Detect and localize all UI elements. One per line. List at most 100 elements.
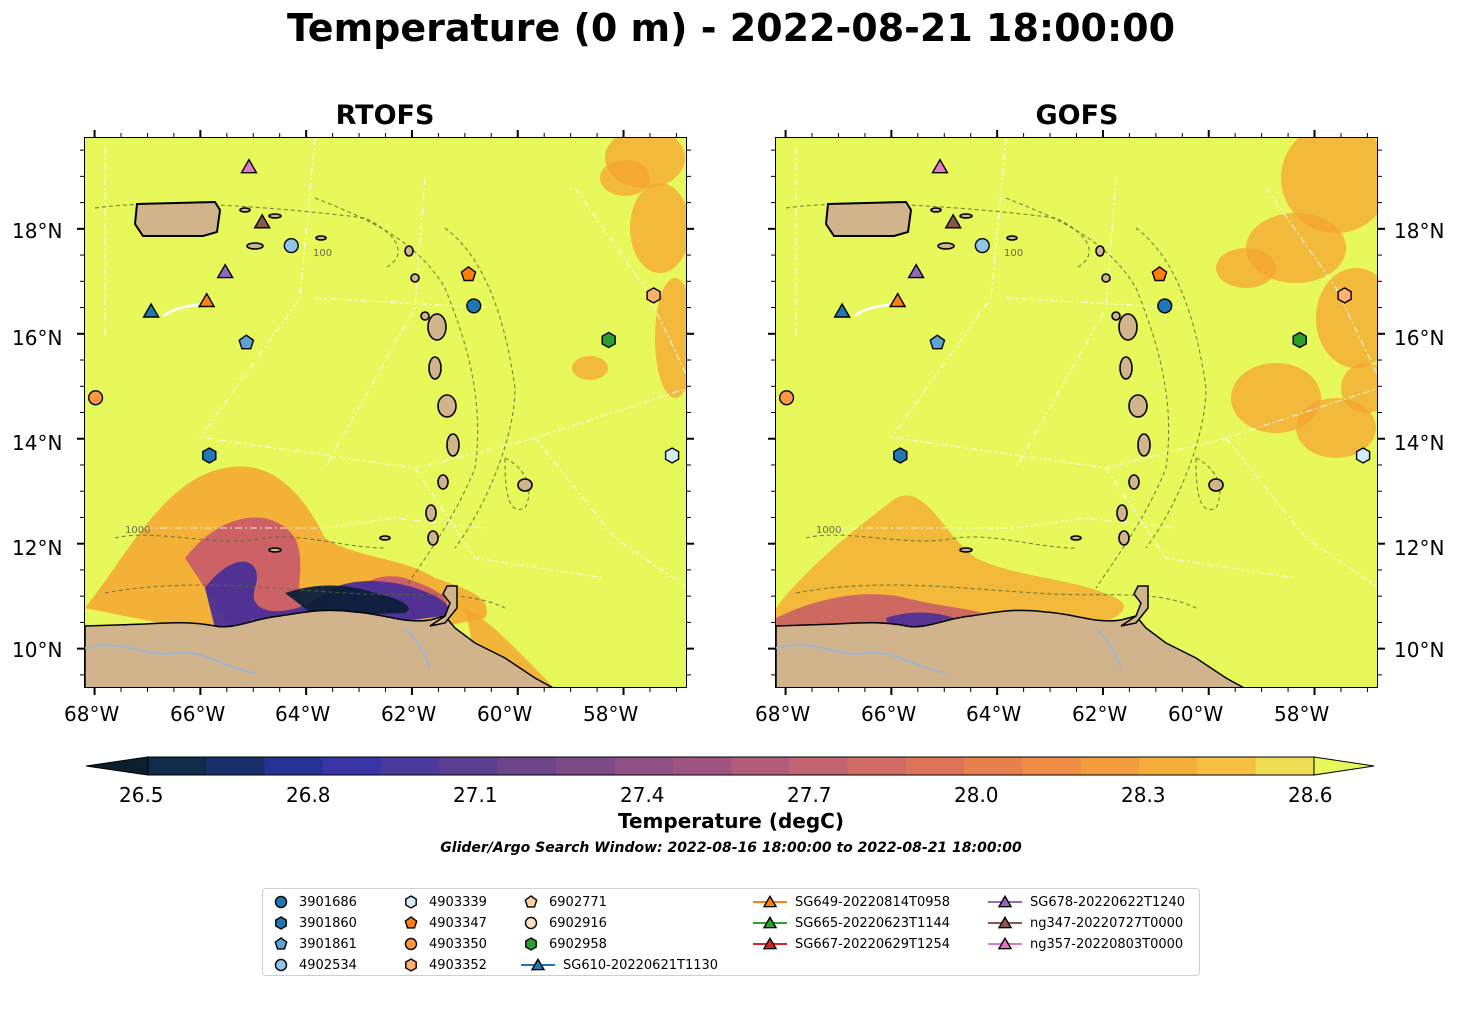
- bathymetry-contour: [1135, 227, 1207, 549]
- warm-anomaly: [1341, 363, 1377, 413]
- river: [776, 644, 947, 674]
- lat-tick-label: 14°N: [12, 431, 63, 455]
- legend-item: 4902534: [271, 956, 357, 974]
- island-trinidad: [429, 585, 458, 627]
- platform-marker-ng347-20220727T0000: [253, 213, 271, 229]
- legend-marker-pentagon: [404, 916, 418, 929]
- lon-tick-label: 62°W: [1072, 702, 1128, 726]
- legend-marker-icon: [521, 957, 555, 971]
- legend-marker-icon: [753, 915, 787, 929]
- colorbar-segment: [381, 757, 440, 775]
- figure-title: Temperature (0 m) - 2022-08-21 18:00:00: [286, 6, 1176, 50]
- legend-marker-circle: [274, 895, 288, 909]
- legend-item: 6902958: [521, 935, 607, 953]
- island: [930, 207, 942, 213]
- colorbar-tick-label: 27.1: [453, 783, 498, 807]
- bathymetry-label: 100: [313, 248, 332, 259]
- map-panel-rtofs[interactable]: 10010001000: [84, 137, 687, 688]
- island: [427, 313, 447, 341]
- eez-boundary: [314, 297, 496, 309]
- colorbar-outline: [147, 756, 1315, 776]
- legend-marker-triangle: [997, 936, 1013, 950]
- legend: 3901686 3901860 3901861 4902534 4903339 49033…: [262, 888, 1200, 976]
- island: [1137, 433, 1151, 457]
- legend-marker-hexagon: [405, 958, 417, 972]
- legend-marker-icon: [753, 936, 787, 950]
- warm-anomaly: [1296, 398, 1376, 458]
- lon-tick-label: 64°W: [275, 702, 331, 726]
- legend-label: 4903350: [429, 936, 487, 952]
- legend-item: 4903350: [401, 935, 487, 953]
- lat-tick-label: 16°N: [1394, 326, 1445, 350]
- island: [937, 242, 955, 250]
- eez-boundary: [324, 177, 426, 469]
- gofs-map-svg: 10010001000: [776, 138, 1377, 687]
- platform-marker-3901861: [238, 334, 255, 350]
- eez-boundary: [204, 388, 686, 469]
- legend-marker-pentagon: [274, 937, 288, 950]
- island: [437, 394, 457, 418]
- legend-item: SG649-20220814T0958: [753, 893, 950, 911]
- island: [239, 207, 251, 213]
- legend-item: 3901686: [271, 893, 357, 911]
- legend-label: SG678-20220622T1240: [1030, 894, 1186, 910]
- island: [1119, 356, 1133, 380]
- eez-boundary: [145, 517, 486, 529]
- legend-marker-hexagon: [525, 937, 537, 951]
- platform-marker-4902534: [283, 237, 299, 254]
- eez-boundary: [414, 467, 606, 579]
- platform-marker-SG610-20220621T1130: [142, 302, 160, 318]
- eez-boundary: [199, 138, 316, 439]
- island: [1208, 478, 1224, 492]
- lat-tick-label: 16°N: [12, 326, 63, 350]
- warm-anomaly: [1231, 363, 1321, 433]
- panel-title-rtofs: RTOFS: [335, 100, 435, 131]
- colorbar-segment: [1255, 757, 1315, 775]
- legend-marker-icon: [274, 895, 288, 909]
- legend-label: SG610-20220621T1130: [563, 957, 719, 973]
- lon-tick-label: 68°W: [755, 702, 811, 726]
- island: [959, 213, 973, 219]
- platform-marker-SG610-20220621T1130: [833, 302, 851, 318]
- lon-tick-label: 58°W: [583, 702, 639, 726]
- legend-marker-icon: [988, 894, 1022, 908]
- platform-marker-6902958: [601, 331, 616, 349]
- lon-tick-label: 58°W: [1274, 702, 1330, 726]
- legend-marker-icon: [525, 937, 537, 951]
- island: [517, 478, 533, 492]
- colorbar-segment: [322, 757, 382, 775]
- legend-label: 6902916: [549, 915, 607, 931]
- platform-marker-6902958: [1292, 331, 1307, 349]
- map-panel-gofs[interactable]: 10010001000: [775, 137, 1378, 688]
- legend-label: SG665-20220623T1144: [795, 915, 951, 931]
- legend-item: SG678-20220622T1240: [988, 893, 1185, 911]
- island: [425, 504, 437, 522]
- colorbar-segment: [789, 757, 849, 775]
- platform-marker-4903347: [460, 266, 477, 282]
- legend-label: 4903352: [429, 957, 487, 973]
- rtofs-map-svg: 10010001000: [85, 138, 686, 687]
- legend-label: 6902771: [549, 894, 607, 910]
- legend-label: 6902958: [549, 936, 607, 952]
- legend-marker-icon: [274, 937, 288, 950]
- legend-marker-icon: [404, 916, 418, 929]
- lon-tick-label: 66°W: [861, 702, 917, 726]
- lon-tick-label: 64°W: [966, 702, 1022, 726]
- colorbar-tick-label: 28.3: [1121, 783, 1166, 807]
- bathymetry-contour: [444, 227, 516, 549]
- legend-marker-icon: [524, 916, 538, 930]
- legend-label: 4903339: [429, 894, 487, 910]
- colorbar-segment: [614, 757, 674, 775]
- lon-tick-label: 66°W: [170, 702, 226, 726]
- colorbar-extend-high: [1313, 756, 1375, 776]
- lon-tick-label: 60°W: [477, 702, 533, 726]
- platform-marker-3901861: [929, 334, 946, 350]
- lat-tick-label: 12°N: [1394, 536, 1445, 560]
- island: [404, 245, 414, 257]
- colorbar-tick-label: 27.4: [620, 783, 665, 807]
- bathymetry-contour: [1005, 197, 1170, 589]
- legend-label: ng357-20220803T0000: [1030, 936, 1184, 952]
- legend-label: 3901686: [299, 894, 357, 910]
- legend-item: ng347-20220727T0000: [988, 914, 1183, 932]
- colorbar-segment: [731, 757, 790, 775]
